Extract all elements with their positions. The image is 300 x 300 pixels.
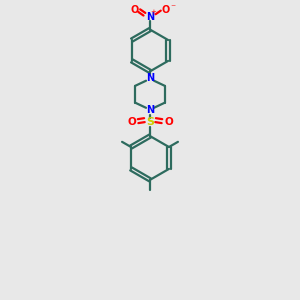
Text: O: O xyxy=(161,5,170,15)
Text: N: N xyxy=(146,105,154,115)
Text: O: O xyxy=(164,117,173,127)
Text: ⁻: ⁻ xyxy=(171,4,176,14)
Text: O: O xyxy=(130,5,139,15)
Text: +: + xyxy=(151,9,157,15)
Text: N: N xyxy=(146,12,154,22)
Text: N: N xyxy=(146,73,154,83)
Text: O: O xyxy=(127,117,136,127)
Text: S: S xyxy=(146,117,154,127)
